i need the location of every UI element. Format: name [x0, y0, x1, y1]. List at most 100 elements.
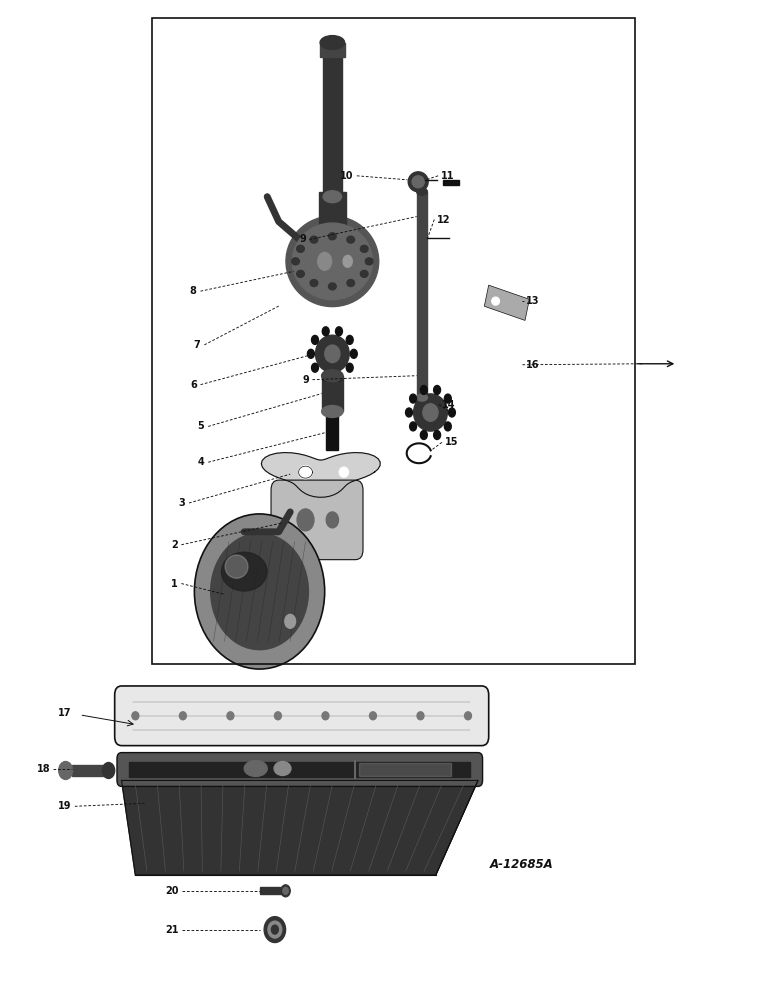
Ellipse shape — [412, 176, 425, 188]
Text: 7: 7 — [194, 340, 201, 350]
Ellipse shape — [322, 327, 329, 336]
Text: 12: 12 — [438, 215, 451, 225]
Text: 19: 19 — [58, 801, 72, 811]
Bar — [417, 192, 428, 398]
Ellipse shape — [434, 431, 441, 439]
Ellipse shape — [312, 363, 318, 372]
Ellipse shape — [361, 270, 368, 277]
Ellipse shape — [296, 270, 304, 277]
Text: 18: 18 — [37, 764, 50, 774]
Text: 5: 5 — [198, 421, 205, 431]
Ellipse shape — [323, 191, 341, 203]
Ellipse shape — [227, 712, 234, 720]
Ellipse shape — [310, 280, 318, 287]
Ellipse shape — [350, 539, 360, 551]
Ellipse shape — [299, 466, 313, 479]
Ellipse shape — [339, 467, 348, 477]
Text: 13: 13 — [526, 296, 539, 306]
Ellipse shape — [195, 514, 325, 669]
Ellipse shape — [272, 925, 279, 934]
Ellipse shape — [421, 431, 427, 439]
Text: 14: 14 — [442, 400, 455, 410]
Ellipse shape — [417, 712, 424, 720]
Ellipse shape — [370, 712, 377, 720]
Ellipse shape — [343, 255, 352, 267]
Ellipse shape — [297, 509, 314, 531]
Text: 2: 2 — [171, 540, 178, 550]
Bar — [322, 376, 343, 411]
Bar — [259, 887, 283, 894]
Ellipse shape — [222, 552, 267, 591]
Ellipse shape — [325, 345, 340, 363]
Ellipse shape — [307, 349, 314, 358]
Ellipse shape — [329, 283, 336, 290]
Text: 15: 15 — [445, 437, 459, 447]
Ellipse shape — [296, 245, 304, 252]
Ellipse shape — [365, 258, 373, 265]
Ellipse shape — [293, 223, 372, 300]
Ellipse shape — [465, 712, 472, 720]
Ellipse shape — [492, 297, 499, 305]
Polygon shape — [262, 453, 380, 497]
Ellipse shape — [322, 372, 329, 381]
Ellipse shape — [449, 408, 455, 417]
Text: 8: 8 — [190, 286, 197, 296]
Ellipse shape — [285, 614, 296, 628]
Ellipse shape — [408, 172, 428, 192]
Ellipse shape — [323, 37, 341, 49]
Text: 17: 17 — [58, 708, 72, 718]
Ellipse shape — [445, 422, 452, 431]
Ellipse shape — [322, 370, 343, 382]
Ellipse shape — [410, 422, 417, 431]
Bar — [323, 43, 341, 197]
Ellipse shape — [417, 394, 428, 401]
Ellipse shape — [405, 408, 412, 417]
Text: 11: 11 — [441, 171, 455, 181]
Ellipse shape — [310, 236, 318, 243]
Ellipse shape — [417, 188, 428, 195]
Ellipse shape — [336, 327, 343, 336]
FancyBboxPatch shape — [117, 753, 482, 786]
Bar — [129, 762, 470, 777]
Ellipse shape — [322, 712, 329, 720]
Ellipse shape — [268, 921, 282, 938]
Polygon shape — [484, 285, 530, 320]
Ellipse shape — [225, 555, 248, 578]
Text: 9: 9 — [300, 234, 306, 244]
Text: 20: 20 — [165, 886, 179, 896]
Ellipse shape — [327, 512, 338, 528]
Text: 3: 3 — [178, 498, 185, 508]
Ellipse shape — [264, 917, 286, 943]
Ellipse shape — [211, 533, 308, 650]
FancyBboxPatch shape — [271, 480, 363, 560]
Text: 21: 21 — [165, 925, 179, 935]
Ellipse shape — [312, 335, 318, 344]
Ellipse shape — [274, 539, 283, 551]
Ellipse shape — [320, 36, 344, 50]
FancyBboxPatch shape — [115, 686, 489, 746]
Ellipse shape — [244, 761, 267, 776]
Ellipse shape — [286, 216, 379, 307]
Ellipse shape — [361, 245, 368, 252]
Text: 1: 1 — [171, 579, 178, 589]
Text: 4: 4 — [198, 457, 205, 467]
Bar — [152, 18, 635, 664]
Ellipse shape — [316, 335, 349, 372]
Ellipse shape — [318, 252, 332, 270]
Text: A-12685A: A-12685A — [489, 858, 554, 871]
Text: 16: 16 — [526, 360, 539, 370]
Ellipse shape — [103, 763, 115, 778]
Ellipse shape — [179, 712, 186, 720]
Ellipse shape — [410, 394, 417, 403]
Bar — [327, 414, 338, 450]
Ellipse shape — [275, 712, 281, 720]
Text: 10: 10 — [340, 171, 354, 181]
Ellipse shape — [423, 404, 438, 421]
Ellipse shape — [336, 372, 343, 381]
Ellipse shape — [347, 280, 354, 287]
Ellipse shape — [281, 885, 290, 897]
Bar — [72, 765, 109, 776]
Ellipse shape — [132, 712, 139, 720]
Ellipse shape — [445, 394, 452, 403]
Bar — [359, 763, 451, 776]
